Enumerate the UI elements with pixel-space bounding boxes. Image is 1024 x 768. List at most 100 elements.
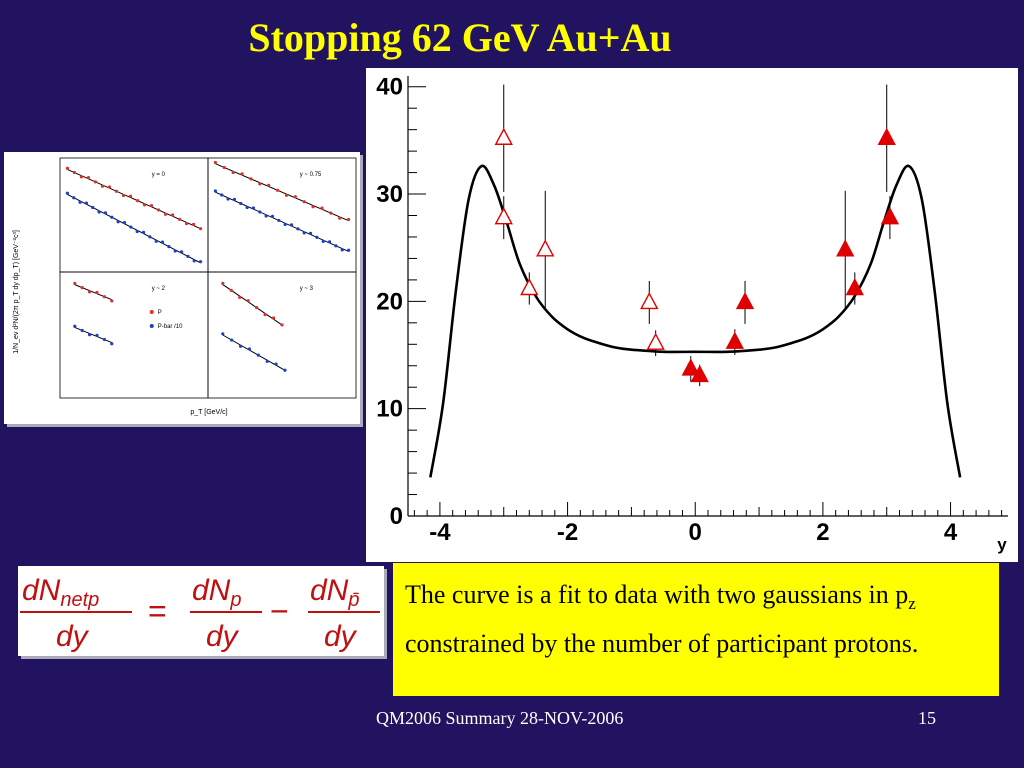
spectrum-point	[192, 259, 196, 263]
spectrum-point	[80, 286, 84, 290]
spectrum-point	[116, 220, 120, 224]
spectrum-point	[129, 225, 133, 229]
data-point-filled-triangle	[725, 331, 744, 349]
spectrum-point	[73, 324, 77, 328]
y-tick-label: 30	[376, 181, 403, 208]
spectrum-point	[173, 249, 177, 253]
spectrum-point	[91, 205, 95, 210]
data-point-open-triangle	[640, 291, 659, 310]
minus-sign: −	[270, 593, 289, 629]
spectrum-point	[283, 368, 287, 372]
spectrum-point	[135, 199, 140, 203]
spectrum-point	[284, 193, 289, 197]
net-proton-formula: dNnetp dy = dNp dy − dNp̄ dy	[20, 574, 380, 653]
spectrum-point	[320, 206, 324, 210]
term2-numerator: dNp̄	[310, 574, 359, 611]
spectra-subplot: y ~ 2 P P-bar /10	[59, 271, 209, 399]
data-point-filled-triangle	[845, 278, 864, 296]
spectrum-point	[347, 217, 351, 222]
panels-x-axis-label: p_T [GeV/c]	[190, 409, 227, 416]
legend-marker	[149, 324, 154, 328]
spectrum-point	[213, 189, 217, 193]
y-tick-label: 10	[376, 396, 403, 423]
subplot-label: y ~ 3	[300, 286, 314, 292]
spectrum-point	[289, 223, 294, 227]
spectrum-point	[263, 313, 267, 317]
data-point-filled-triangle	[690, 364, 709, 383]
term1-denominator: dy	[206, 620, 240, 653]
lhs-denominator: dy	[56, 620, 90, 653]
spectrum-point	[251, 206, 256, 210]
rapidity-distribution-chart: 0 10 20 30 40 -4 -2 0 2 4 y	[366, 68, 1018, 562]
lhs-numerator: dNnetp	[22, 574, 99, 611]
spectrum-point	[100, 184, 105, 188]
spectrum-point	[315, 235, 319, 239]
spectrum-point	[72, 196, 76, 200]
footer-event-date: QM2006 Summary 28-NOV-2006	[376, 708, 624, 728]
spectrum-point	[110, 342, 114, 346]
spectrum-point	[255, 306, 259, 310]
spectrum-point	[258, 182, 262, 186]
spectrum-point	[283, 222, 287, 227]
x-tick-label: -2	[557, 519, 578, 546]
spectra-subplot: y = 0	[59, 157, 209, 273]
spectrum-point	[154, 239, 158, 243]
spectrum-fit-line	[74, 284, 112, 301]
spectrum-point	[247, 347, 252, 351]
rapidity-chart-svg: 0 10 20 30 40 -4 -2 0 2 4 y	[376, 74, 1008, 554]
data-point-open-triangle	[646, 332, 665, 350]
spectrum-point	[308, 231, 313, 235]
spectrum-point	[163, 212, 168, 216]
y-tick-label: 40	[376, 74, 403, 101]
spectrum-fit-line	[215, 191, 349, 252]
spectrum-point	[321, 239, 325, 243]
legend-marker	[149, 310, 154, 314]
spectrum-point	[293, 195, 297, 199]
subplot-label: y ~ 0.75	[300, 172, 322, 178]
spectrum-point	[280, 323, 284, 327]
spectrum-point	[107, 185, 112, 189]
spectrum-point	[186, 254, 190, 258]
spectrum-point	[93, 180, 98, 184]
spectrum-point	[249, 177, 253, 181]
spectrum-point	[72, 170, 77, 175]
spectrum-point	[226, 197, 230, 201]
spectrum-point	[245, 205, 249, 210]
data-point-filled-triangle	[836, 239, 855, 257]
subplot-frame	[207, 271, 357, 399]
spectrum-point	[160, 240, 165, 244]
spectrum-point	[102, 337, 106, 342]
spectrum-point	[135, 229, 139, 234]
spectrum-point	[274, 362, 278, 366]
spectrum-point	[177, 217, 182, 221]
spectrum-point	[88, 290, 92, 294]
spectrum-point	[110, 215, 114, 219]
equals-sign: =	[148, 593, 167, 629]
spectrum-point	[277, 218, 281, 223]
spectrum-point	[240, 172, 244, 176]
spectrum-point	[88, 333, 92, 337]
fit-curve	[429, 164, 962, 478]
spectra-panels-figure: 1/N_ev d²N/(2π p_T dy dp_T) [GeV⁻²c³] p_T…	[4, 152, 360, 424]
spectrum-fit-line	[215, 163, 349, 222]
spectrum-point	[213, 160, 217, 165]
spectra-subplot: y ~ 0.75	[207, 157, 357, 273]
spectrum-point	[148, 235, 152, 239]
data-point-filled-triangle	[880, 207, 900, 225]
spectrum-point	[191, 222, 196, 226]
spectrum-point	[340, 248, 344, 252]
spectrum-point	[271, 316, 276, 320]
spectrum-point	[65, 166, 69, 170]
data-point-filled-triangle	[735, 291, 755, 310]
spectrum-point	[302, 200, 306, 204]
spectrum-point	[338, 216, 342, 220]
page-number: 15	[918, 708, 936, 728]
data-point-filled-triangle	[877, 127, 896, 145]
spectrum-point	[110, 299, 114, 303]
legend-entry: P	[158, 310, 162, 316]
spectrum-point	[170, 213, 175, 217]
spectrum-point	[347, 248, 351, 252]
spectrum-point	[184, 222, 189, 226]
data-point-filled-triangle	[681, 358, 700, 376]
slide-title: Stopping 62 GeV Au+Au	[248, 15, 672, 60]
